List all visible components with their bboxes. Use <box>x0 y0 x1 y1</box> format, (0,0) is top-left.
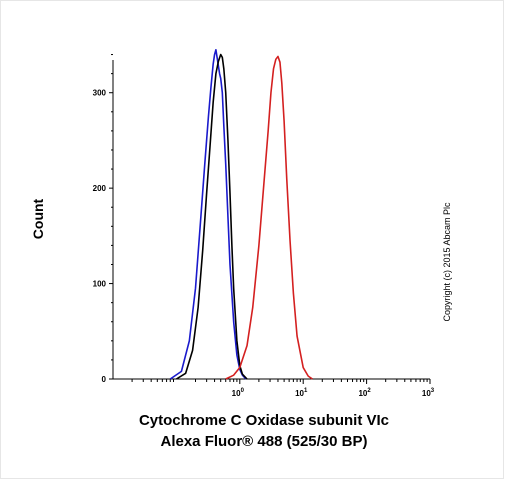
copyright-notice: Copyright (c) 2015 Abcam Plc <box>442 202 452 322</box>
x-tick-base: 10 <box>358 389 367 398</box>
histogram-series-1 <box>175 53 248 380</box>
plot-area <box>112 60 430 380</box>
y-tick-label: 300 <box>93 89 107 98</box>
series-layer <box>169 48 313 380</box>
y-axis-label: Count <box>30 198 46 239</box>
axes-frame <box>112 60 430 380</box>
x-tick-label: 101 <box>295 388 308 398</box>
x-tick-label: 102 <box>358 388 371 398</box>
y-tick-label: 0 <box>102 375 107 384</box>
x-tick-base: 10 <box>295 389 304 398</box>
y-axis: 0 100 200 300 <box>93 54 113 384</box>
histogram-series-2 <box>225 55 313 380</box>
x-axis: 100 101 102 103 <box>131 379 435 398</box>
x-tick-label: 103 <box>422 388 435 398</box>
y-tick-label: 200 <box>93 184 107 193</box>
histogram-series-0 <box>169 48 247 380</box>
x-axis-label-line-1: Cytochrome C Oxidase subunit VIc <box>139 412 389 429</box>
x-tick-base: 10 <box>232 389 241 398</box>
x-tick-base: 10 <box>422 389 431 398</box>
x-tick-exponent: 3 <box>431 388 435 394</box>
x-axis-label-line-2: Alexa Fluor® 488 (525/30 BP) <box>161 433 368 450</box>
y-tick-label: 100 <box>93 280 107 289</box>
x-tick-exponent: 0 <box>241 388 245 394</box>
x-tick-label: 100 <box>232 388 245 398</box>
x-tick-exponent: 1 <box>304 388 308 394</box>
x-tick-exponent: 2 <box>367 388 371 394</box>
